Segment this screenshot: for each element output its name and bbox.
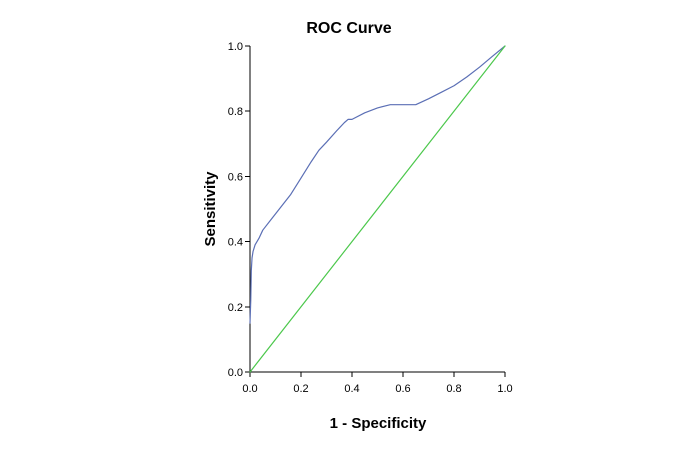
y-tick-label: 0.8 (228, 106, 243, 118)
x-axis-title: 1 - Specificity (330, 415, 427, 432)
y-tick-label: 0.2 (228, 302, 243, 314)
y-tick-label: 0.0 (228, 367, 243, 379)
x-tick-label: 0.8 (446, 383, 461, 395)
y-axis-title: Sensitivity (202, 171, 219, 247)
x-tick-label: 0.6 (395, 383, 410, 395)
roc-curve-line (249, 45, 506, 324)
axis-ticks: 0.0 0.2 0.4 0.6 0.8 1.0 0.0 0.2 0.4 0.6 0.8 1.0 (228, 41, 513, 395)
x-tick-label: 0.2 (293, 383, 308, 395)
data-series (249, 45, 506, 373)
y-tick-label: 1.0 (228, 41, 243, 53)
x-tick-label: 1.0 (497, 383, 512, 395)
y-tick-label: 0.6 (228, 171, 243, 183)
x-tick-label: 0.0 (242, 383, 257, 395)
x-tick-label: 0.4 (344, 383, 359, 395)
y-tick-label: 0.4 (228, 237, 243, 249)
reference-diagonal-line (249, 45, 506, 373)
chart-title: ROC Curve (306, 20, 391, 37)
